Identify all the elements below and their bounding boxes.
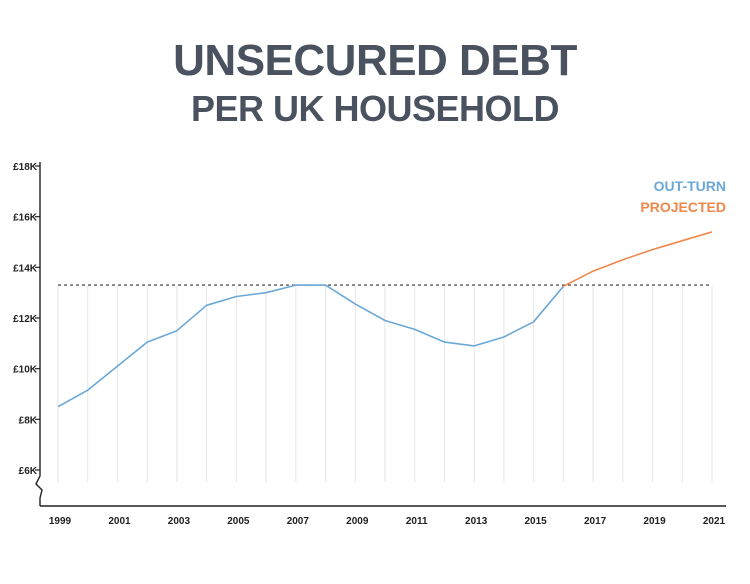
y-tick-label: £6K [19, 466, 38, 477]
legend: OUT-TURN PROJECTED [640, 178, 726, 215]
y-axis-line [35, 162, 43, 506]
x-tick-label: 2011 [406, 516, 428, 527]
x-tick-label: 1999 [49, 516, 72, 527]
x-tick-label: 2021 [703, 516, 726, 527]
x-tick-label: 2013 [465, 516, 488, 527]
y-tick-label: £14K [13, 263, 38, 274]
x-tick-label: 2005 [227, 516, 250, 527]
series-line-out-turn [57, 284, 565, 408]
y-tick-label: £12K [13, 314, 38, 325]
axes: £6K £8K £10K £12K £14K £16K £18K 1999 2001 2003 20… [13, 162, 726, 527]
chart-title-line-1: UNSECURED DEBT [173, 36, 577, 85]
series-line-projected [563, 231, 713, 288]
y-tick-label: £16K [13, 213, 38, 224]
y-tick-label: £8K [19, 415, 38, 426]
x-tick-label: 2003 [168, 516, 191, 527]
series-group [57, 231, 713, 408]
grid-lines [57, 286, 713, 482]
x-tick-label: 2015 [525, 516, 548, 527]
x-tick-label: 2009 [346, 516, 369, 527]
legend-entry-projected: PROJECTED [640, 199, 726, 215]
x-tick-label: 2001 [108, 516, 131, 527]
legend-entry-out-turn: OUT-TURN [654, 178, 726, 194]
x-tick-label: 2019 [643, 516, 666, 527]
x-tick-label: 2007 [287, 516, 310, 527]
y-tick-label: £18K [13, 162, 38, 173]
chart-title-line-2: PER UK HOUSEHOLD [190, 88, 560, 129]
y-tick-label: £10K [13, 365, 38, 376]
x-tick-label: 2017 [584, 516, 607, 527]
